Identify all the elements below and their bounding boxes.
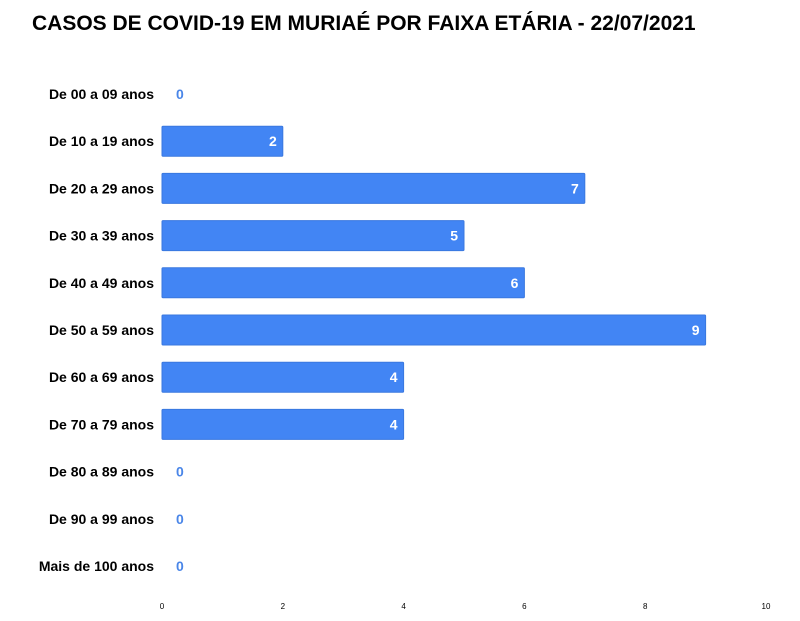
- x-tick-label: 6: [522, 602, 527, 611]
- data-label: 5: [450, 228, 458, 244]
- data-label: 0: [176, 558, 184, 574]
- x-tick-label: 2: [281, 602, 286, 611]
- x-tick-label: 10: [762, 602, 771, 611]
- data-label: 4: [390, 369, 398, 385]
- category-label: De 20 a 29 anos: [49, 180, 154, 196]
- data-label: 0: [176, 86, 184, 102]
- x-tick-label: 4: [401, 602, 406, 611]
- category-label: De 10 a 19 anos: [49, 133, 154, 149]
- bar: [161, 408, 405, 440]
- data-label: 0: [176, 511, 184, 527]
- data-labels: 0 2 7 5 6 9 4 4 0 0 0: [176, 86, 700, 574]
- category-label: De 60 a 69 anos: [49, 369, 154, 385]
- x-axis-tick-labels: 0 2 4 6 8 10: [160, 602, 771, 611]
- data-label: 4: [390, 416, 398, 432]
- category-labels: De 00 a 09 anos De 10 a 19 anos De 20 a 29…: [39, 86, 154, 574]
- bar: [161, 172, 586, 204]
- data-label: 2: [269, 133, 277, 149]
- bar: [161, 220, 465, 252]
- category-label: De 40 a 49 anos: [49, 275, 154, 291]
- category-label: Mais de 100 anos: [39, 558, 154, 574]
- category-label: De 80 a 89 anos: [49, 464, 154, 480]
- data-label: 9: [692, 322, 700, 338]
- category-label: De 90 a 99 anos: [49, 511, 154, 527]
- category-label: De 70 a 79 anos: [49, 416, 154, 432]
- bars-group: [161, 125, 707, 440]
- data-label: 7: [571, 180, 579, 196]
- x-tick-label: 8: [643, 602, 648, 611]
- category-label: De 00 a 09 anos: [49, 86, 154, 102]
- x-tick-label: 0: [160, 602, 165, 611]
- data-label: 0: [176, 464, 184, 480]
- chart-title: CASOS DE COVID-19 EM MURIAÉ POR FAIXA ET…: [32, 12, 696, 35]
- bar: [161, 314, 707, 346]
- bar: [161, 267, 525, 299]
- category-label: De 50 a 59 anos: [49, 322, 154, 338]
- category-label: De 30 a 39 anos: [49, 228, 154, 244]
- bar: [161, 125, 284, 157]
- bar: [161, 361, 405, 393]
- data-label: 6: [511, 275, 519, 291]
